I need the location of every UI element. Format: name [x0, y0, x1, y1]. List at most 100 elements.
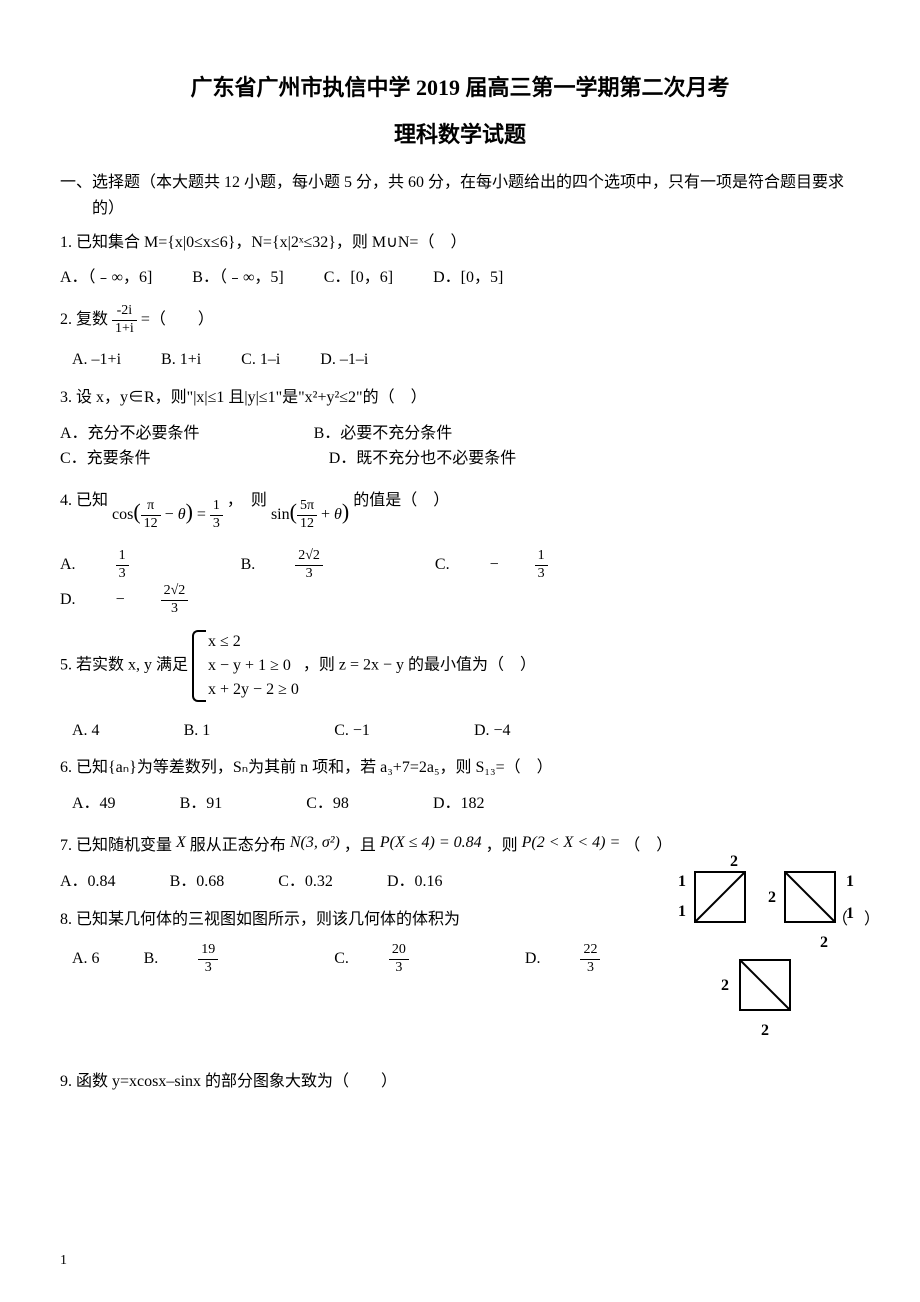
q4d-prefix: −: [116, 587, 125, 613]
q4c-num: 1: [535, 548, 548, 566]
subtitle: 理科数学试题: [60, 117, 860, 152]
question-9: 9. 函数 y=xcosx–sinx 的部分图象大致为（ ）: [60, 1069, 860, 1095]
q2-opt-b: B. 1+i: [161, 347, 201, 373]
q2-opt-d: D. –1–i: [320, 347, 368, 373]
q8d-den: 3: [580, 960, 600, 977]
q7-opt-d: D．0.16: [387, 869, 443, 895]
q7-cond1: P(X ≤ 4) = 0.84: [380, 834, 482, 851]
question-4-options: A. 13 B. 2√23 C. −13 D. −2√23: [60, 548, 860, 617]
q8-text: 8. 已知某几何体的三视图如图所示，则该几何体的体积为: [60, 911, 460, 928]
q8d-label: D.: [525, 946, 541, 972]
page-number: 1: [60, 1250, 67, 1272]
q4-twelve: 12: [141, 516, 161, 533]
q5-system: x ≤ 2 x − y + 1 ≥ 0 x + 2y − 2 ≥ 0: [192, 630, 299, 702]
q8-three-views: 2 1 1 1 2 1 2 2 2: [690, 867, 840, 1032]
q2-opt-c: C. 1–i: [241, 347, 280, 373]
q5-prefix: 5. 若实数 x, y 满足: [60, 656, 188, 673]
question-6: 6. 已知{aₙ}为等差数列，Sₙ为其前 n 项和，若 a₃+7=2a₅，则 S…: [60, 755, 860, 781]
q8c-den: 3: [389, 960, 409, 977]
q6-opt-d: D．182: [433, 791, 485, 817]
q4c-label: C.: [435, 552, 450, 578]
q4-pi: π: [141, 498, 161, 516]
q2-frac-den: 1+i: [112, 321, 137, 338]
q4-opt-c: C. − 13: [435, 548, 620, 583]
q4-cos: cos: [112, 506, 133, 523]
q5-opt-c: C. −1: [334, 718, 370, 744]
q8-side-bottom: 2: [820, 930, 828, 956]
q8-top-left: 2: [721, 973, 729, 999]
q4-opt-a: A. 13: [60, 548, 201, 583]
q4b-den: 3: [295, 566, 323, 583]
q8-opt-c: C. 203: [334, 942, 481, 977]
q8-opt-a: A. 6: [72, 946, 100, 972]
q6-opt-c: C．98: [306, 791, 349, 817]
q2-fraction: -2i 1+i: [112, 303, 137, 338]
q4b-num: 2√2: [295, 548, 323, 566]
q4-twelve2: 12: [297, 516, 317, 533]
q5-suffix: ，则 z = 2x − y 的最小值为（ ）: [303, 656, 536, 673]
q8-front-left: 1: [678, 869, 686, 895]
q8-top-bottom: 2: [761, 1018, 769, 1044]
q3-opt-c: C．充要条件: [60, 446, 151, 472]
q5-line1: x ≤ 2: [208, 630, 299, 654]
q1-opt-d: D．[0，5]: [433, 265, 503, 291]
q6-opt-b: B．91: [180, 791, 223, 817]
q8-view-side: 1 2 1 2: [780, 867, 840, 936]
question-3-options: A．充分不必要条件 B．必要不充分条件 C．充要条件 D．既不充分也不必要条件: [60, 421, 860, 472]
q4-theta2: θ: [334, 506, 342, 523]
q8-opt-b: B. 193: [144, 942, 291, 977]
q4-5pi: 5π: [297, 498, 317, 516]
question-5: 5. 若实数 x, y 满足 x ≤ 2 x − y + 1 ≥ 0 x + 2…: [60, 630, 860, 702]
q4b-label: B.: [241, 552, 256, 578]
q4-sin: sin: [271, 506, 290, 523]
q3-opt-d: D．既不充分也不必要条件: [329, 446, 517, 472]
q8-view-front: 2 1 1: [690, 867, 750, 936]
question-3: 3. 设 x，y∈R，则"|x|≤1 且|y|≤1"是"x²+y²≤2"的（ ）: [60, 385, 860, 411]
q4-suffix: 的值是（ ）: [353, 492, 449, 509]
q5-opt-a: A. 4: [72, 718, 100, 744]
q4-opt-b: B. 2√23: [241, 548, 395, 583]
question-2: 2. 复数 -2i 1+i =（ ）: [60, 303, 860, 338]
q7-opt-a: A．0.84: [60, 869, 116, 895]
q4d-den: 3: [161, 601, 189, 618]
q7-mid2: ，且: [344, 837, 376, 854]
q3-opt-b: B．必要不充分条件: [314, 421, 453, 447]
q8-front-bottom: 1: [678, 899, 686, 925]
q4-sin-expr: sin(5π12 + θ): [271, 494, 349, 533]
q1-opt-b: B．（﹣∞，5]: [192, 265, 283, 291]
q4-onethird-den: 3: [210, 516, 223, 533]
q8-view-top: 2 2: [735, 955, 795, 1024]
q8-opt-d: D. 223: [525, 942, 673, 977]
q5-line2: x − y + 1 ≥ 0: [208, 654, 299, 678]
q4-opt-d: D. −2√23: [60, 583, 260, 618]
q4c-prefix: −: [490, 552, 499, 578]
q2-suffix: =（ ）: [141, 311, 214, 328]
q2-prefix: 2. 复数: [60, 311, 108, 328]
q8-side-topr: 1: [846, 869, 854, 895]
q8d-num: 22: [580, 942, 600, 960]
q8c-label: C.: [334, 946, 349, 972]
q8b-label: B.: [144, 946, 159, 972]
q7-opt-c: C．0.32: [278, 869, 333, 895]
q4-cos-expr: cos(π12 − θ) = 13: [112, 494, 223, 533]
q4c-den: 3: [535, 566, 548, 583]
q7-mid1: 服从正态分布: [190, 837, 286, 854]
q6-opt-a: A．49: [72, 791, 116, 817]
q4d-num: 2√2: [161, 583, 189, 601]
q5-opt-d: D. −4: [474, 718, 511, 744]
q2-opt-a: A. –1+i: [72, 347, 121, 373]
question-5-options: A. 4 B. 1 C. −1 D. −4: [60, 718, 860, 744]
q4a-label: A.: [60, 552, 76, 578]
q7-normal: N(3, σ²): [290, 834, 340, 851]
question-1: 1. 已知集合 M={x|0≤x≤6}，N={x|2ˣ≤32}，则 M∪N=（ …: [60, 230, 860, 256]
q7-cond2: P(2 < X < 4) =: [522, 834, 621, 851]
q4a-den: 3: [116, 566, 129, 583]
question-1-options: A．（﹣∞，6] B．（﹣∞，5] C．[0，6] D．[0，5]: [60, 265, 860, 291]
q8-side-botr: 1: [846, 901, 854, 927]
q8-front-top: 2: [730, 849, 738, 875]
q8b-num: 19: [198, 942, 218, 960]
question-6-options: A．49 B．91 C．98 D．182: [60, 791, 860, 817]
q8c-num: 20: [389, 942, 409, 960]
q4-theta1: θ: [178, 506, 186, 523]
q1-opt-a: A．（﹣∞，6]: [60, 265, 152, 291]
